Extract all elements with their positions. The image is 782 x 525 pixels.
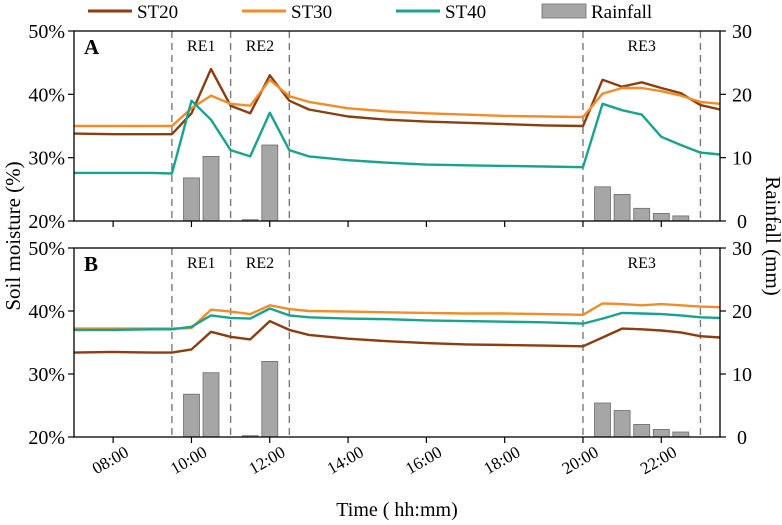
x-tick-label: 18:00 <box>480 442 523 478</box>
rainfall-bar <box>652 212 670 222</box>
series-line-st20 <box>73 67 721 136</box>
series-line-st20 <box>73 319 721 354</box>
y-left-tick-label: 30% <box>28 364 65 386</box>
rainfall-bar <box>672 215 690 222</box>
plot-frame <box>73 247 721 438</box>
rainfall-bar <box>202 155 220 222</box>
rainfall-bar <box>183 393 200 438</box>
rainfall-bar <box>652 428 670 438</box>
rainfall-bar <box>202 372 220 438</box>
rainfall-bar <box>261 144 279 222</box>
x-tick-label: 14:00 <box>324 442 367 478</box>
y-left-tick-label: 20% <box>28 427 65 449</box>
x-axis-title: Time ( hh:mm) <box>336 499 458 521</box>
event-label-re1: RE1 <box>187 38 215 55</box>
rainfall-bar <box>613 193 631 222</box>
series-line-st40 <box>74 99 721 175</box>
y-left-tick-label: 30% <box>28 148 65 170</box>
series-line-st30 <box>74 302 721 330</box>
rainfall-bar <box>613 410 631 438</box>
y-right-tick-label: 0 <box>737 211 747 233</box>
rainfall-bar <box>594 186 611 222</box>
y-right-tick-label: 10 <box>732 148 752 170</box>
y-right-tick-label: 30 <box>732 21 752 43</box>
y-right-tick-label: 10 <box>732 364 752 386</box>
x-tick-label: 16:00 <box>402 442 445 478</box>
y-left-tick-label: 40% <box>28 84 65 106</box>
x-tick-label: 20:00 <box>559 442 602 478</box>
legend-label-st20: ST20 <box>137 2 178 23</box>
rainfall-bar <box>633 207 651 222</box>
rainfall-bar <box>594 402 611 438</box>
y-left-tick-label: 40% <box>28 301 65 323</box>
y-right-axis-title: Rainfall (mm) <box>761 176 782 296</box>
y-left-axis-title: Soil moisture (%) <box>1 161 25 310</box>
x-tick-label: 10:00 <box>167 442 210 478</box>
y-right-tick-label: 20 <box>732 301 752 323</box>
event-label-re3: RE3 <box>627 38 655 55</box>
y-right-tick-label: 0 <box>737 427 747 449</box>
x-tick-label: 22:00 <box>637 442 680 478</box>
y-left-tick-label: 50% <box>28 238 65 260</box>
plot-frame <box>73 30 721 222</box>
legend-label-st30: ST30 <box>291 2 332 23</box>
rainfall-bar <box>261 360 279 438</box>
rainfall-bar <box>672 431 690 438</box>
panel-label: B <box>84 252 98 276</box>
legend-label-rainfall: Rainfall <box>591 2 652 23</box>
rainfall-bar <box>183 177 200 222</box>
panel-a: RE1 RE2 RE3 A 20% 30% 40% 50% 0 10 20 30 <box>28 21 752 233</box>
legend-swatch-rainfall <box>541 3 587 19</box>
x-tick-label: 08:00 <box>89 442 132 478</box>
y-left-tick-label: 20% <box>28 211 65 233</box>
event-label-re3: RE3 <box>627 255 655 272</box>
y-right-tick-label: 30 <box>732 238 752 260</box>
y-left-tick-label: 50% <box>28 21 65 43</box>
event-label-re2: RE2 <box>246 255 274 272</box>
series-line-st40 <box>74 307 721 332</box>
panel-label: A <box>84 35 100 59</box>
y-right-tick-label: 20 <box>732 84 752 106</box>
panel-b: RE1 RE2 RE3 B 20% 30% 40% 50% 0 10 20 30 <box>28 238 752 449</box>
series-line-st30 <box>74 78 721 128</box>
event-label-re1: RE1 <box>187 255 215 272</box>
rainfall-bar <box>633 423 651 438</box>
legend-label-st40: ST40 <box>445 2 486 23</box>
event-label-re2: RE2 <box>246 38 274 55</box>
x-tick-label: 12:00 <box>245 442 288 478</box>
